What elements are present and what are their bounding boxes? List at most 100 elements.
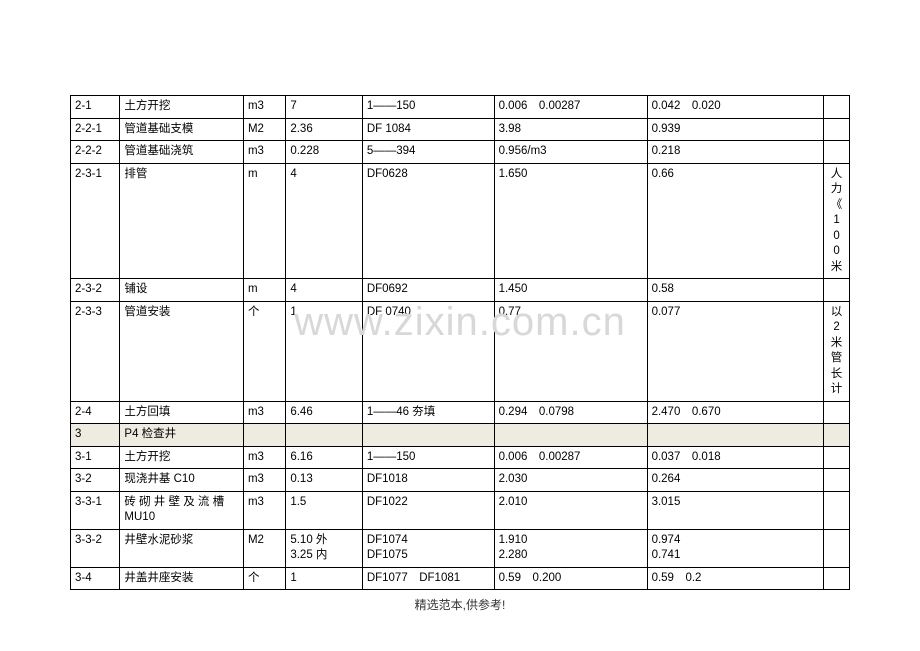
table-row: 2-3-2铺设m4DF06921.4500.58 <box>71 279 850 302</box>
cell-id: 2-2-2 <box>71 141 120 164</box>
cell-unit: m3 <box>243 141 285 164</box>
cell-rate: 0.294 0.0798 <box>494 401 647 424</box>
cell-rate: 0.77 <box>494 301 647 401</box>
cell-code: 1——46 夯填 <box>362 401 494 424</box>
cell-name: 排管 <box>120 163 244 279</box>
table-row: 3-1土方开挖m36.161——1500.006 0.002870.037 0.… <box>71 446 850 469</box>
cell-note <box>824 96 850 119</box>
cell-qty: 1 <box>286 567 362 590</box>
cell-note <box>824 529 850 567</box>
cell-rate: 1.9102.280 <box>494 529 647 567</box>
cell-rate: 1.650 <box>494 163 647 279</box>
cell-qty: 4 <box>286 163 362 279</box>
cell-unit: m3 <box>243 491 285 529</box>
cell-unit: M2 <box>243 118 285 141</box>
cell-id: 2-3-1 <box>71 163 120 279</box>
cell-rate: 2.030 <box>494 469 647 492</box>
cell-total: 3.015 <box>647 491 824 529</box>
cell-unit: m3 <box>243 401 285 424</box>
cell-total: 0.59 0.2 <box>647 567 824 590</box>
cell-qty: 6.16 <box>286 446 362 469</box>
cell-qty: 2.36 <box>286 118 362 141</box>
cell-rate: 2.010 <box>494 491 647 529</box>
table-row: 3P4 检查井 <box>71 424 850 447</box>
data-table: 2-1土方开挖m371——1500.006 0.002870.042 0.020… <box>70 95 850 590</box>
cell-qty: 0.228 <box>286 141 362 164</box>
cell-id: 3-3-1 <box>71 491 120 529</box>
cell-code: DF0628 <box>362 163 494 279</box>
cell-total: 0.264 <box>647 469 824 492</box>
cell-code: DF 1084 <box>362 118 494 141</box>
cell-code: DF0692 <box>362 279 494 302</box>
cell-note <box>824 491 850 529</box>
table-row: 3-4井盖井座安装个1DF1077 DF10810.59 0.2000.59 0… <box>71 567 850 590</box>
cell-code <box>362 424 494 447</box>
cell-rate: 0.956/m3 <box>494 141 647 164</box>
table-row: 2-4土方回填m36.461——46 夯填0.294 0.07982.470 0… <box>71 401 850 424</box>
cell-unit <box>243 424 285 447</box>
cell-note <box>824 279 850 302</box>
table-row: 2-3-1排管m4DF06281.6500.66人力《100米 <box>71 163 850 279</box>
cell-unit: m3 <box>243 96 285 119</box>
cell-name: 砖 砌 井 壁 及 流 槽 MU10 <box>120 491 244 529</box>
cell-rate: 0.59 0.200 <box>494 567 647 590</box>
cell-unit: 个 <box>243 301 285 401</box>
cell-note <box>824 469 850 492</box>
cell-code: DF 0740 <box>362 301 494 401</box>
cell-name: 现浇井基 C10 <box>120 469 244 492</box>
table-row: 2-2-2管道基础浇筑m30.2285——3940.956/m30.218 <box>71 141 850 164</box>
table-row: 2-3-3管道安装个1DF 07400.770.077以2米管长计 <box>71 301 850 401</box>
cell-name: 管道基础支模 <box>120 118 244 141</box>
cell-name: 管道基础浇筑 <box>120 141 244 164</box>
cell-qty: 7 <box>286 96 362 119</box>
cell-name: 铺设 <box>120 279 244 302</box>
table-body: 2-1土方开挖m371——1500.006 0.002870.042 0.020… <box>71 96 850 590</box>
cell-name: 土方回填 <box>120 401 244 424</box>
cell-total: 0.58 <box>647 279 824 302</box>
cell-total: 0.037 0.018 <box>647 446 824 469</box>
table-row: 2-1土方开挖m371——1500.006 0.002870.042 0.020 <box>71 96 850 119</box>
cell-qty: 1 <box>286 301 362 401</box>
cell-note <box>824 401 850 424</box>
cell-id: 3-1 <box>71 446 120 469</box>
cell-qty: 4 <box>286 279 362 302</box>
cell-total: 0.077 <box>647 301 824 401</box>
cell-rate: 0.006 0.00287 <box>494 446 647 469</box>
cell-id: 2-2-1 <box>71 118 120 141</box>
cell-unit: M2 <box>243 529 285 567</box>
cell-qty: 6.46 <box>286 401 362 424</box>
cell-rate: 0.006 0.00287 <box>494 96 647 119</box>
cell-id: 3 <box>71 424 120 447</box>
cell-code: 1——150 <box>362 446 494 469</box>
cell-rate: 1.450 <box>494 279 647 302</box>
cell-note: 以2米管长计 <box>824 301 850 401</box>
cell-total: 0.042 0.020 <box>647 96 824 119</box>
cell-unit: m3 <box>243 469 285 492</box>
cell-total: 2.470 0.670 <box>647 401 824 424</box>
cell-id: 3-3-2 <box>71 529 120 567</box>
cell-total: 0.66 <box>647 163 824 279</box>
cell-note <box>824 567 850 590</box>
cell-rate <box>494 424 647 447</box>
cell-name: 土方开挖 <box>120 446 244 469</box>
cell-name: 井壁水泥砂浆 <box>120 529 244 567</box>
cell-note <box>824 424 850 447</box>
cell-qty: 1.5 <box>286 491 362 529</box>
cell-name: 井盖井座安装 <box>120 567 244 590</box>
cell-code: DF1077 DF1081 <box>362 567 494 590</box>
cell-note <box>824 141 850 164</box>
cell-qty: 5.10 外3.25 内 <box>286 529 362 567</box>
cell-id: 2-3-2 <box>71 279 120 302</box>
cell-code: DF1022 <box>362 491 494 529</box>
cell-qty: 0.13 <box>286 469 362 492</box>
cell-id: 2-1 <box>71 96 120 119</box>
cell-unit: m <box>243 163 285 279</box>
cell-code: 1——150 <box>362 96 494 119</box>
cell-total: 0.9740.741 <box>647 529 824 567</box>
cell-name: 土方开挖 <box>120 96 244 119</box>
cell-id: 2-3-3 <box>71 301 120 401</box>
cell-unit: m3 <box>243 446 285 469</box>
page-footer: 精选范本,供参考! <box>0 596 920 613</box>
table-row: 3-2现浇井基 C10m30.13DF10182.0300.264 <box>71 469 850 492</box>
cell-note <box>824 118 850 141</box>
